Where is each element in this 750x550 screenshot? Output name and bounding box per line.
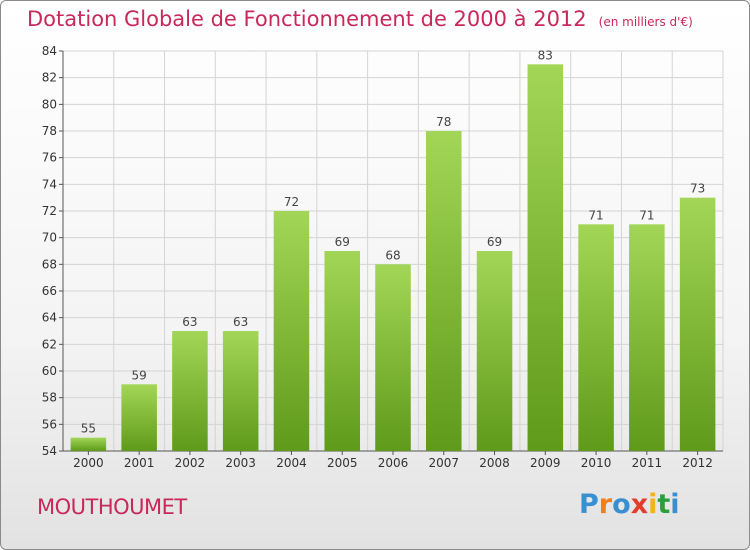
- data-label: 78: [436, 115, 451, 129]
- y-tick-label: 66: [42, 284, 57, 298]
- x-tick-label: 2010: [581, 456, 612, 470]
- logo-letter: i: [670, 489, 680, 520]
- data-label: 71: [639, 208, 654, 222]
- logo-letter: r: [598, 489, 613, 520]
- data-label: 59: [132, 368, 147, 382]
- x-tick-label: 2005: [327, 456, 358, 470]
- bar: [222, 331, 259, 451]
- x-tick-label: 2011: [632, 456, 663, 470]
- bar: [679, 197, 716, 451]
- bar: [324, 251, 360, 451]
- logo-letter: t: [657, 489, 671, 520]
- x-tick-label: 2007: [428, 456, 459, 470]
- bar: [70, 437, 107, 451]
- data-label: 63: [182, 315, 197, 329]
- y-tick-label: 54: [42, 444, 57, 458]
- data-label: 68: [385, 248, 400, 262]
- bar: [527, 64, 564, 452]
- bar: [426, 131, 462, 451]
- data-label: 73: [690, 182, 705, 196]
- x-tick-label: 2012: [682, 456, 713, 470]
- y-tick-label: 60: [42, 364, 57, 378]
- logo-letter: o: [612, 489, 631, 520]
- x-tick-label: 2003: [225, 456, 256, 470]
- bar: [476, 251, 513, 451]
- bar: [578, 224, 614, 451]
- data-label: 69: [335, 235, 350, 249]
- bar: [121, 384, 157, 451]
- logo-letter: x: [630, 489, 649, 520]
- x-tick-label: 2002: [175, 456, 206, 470]
- x-tick-label: 2001: [124, 456, 155, 470]
- chart-title: Dotation Globale de Fonctionnement de 20…: [27, 7, 693, 31]
- y-tick-label: 80: [42, 97, 57, 111]
- bar: [172, 331, 208, 451]
- y-tick-label: 68: [42, 257, 57, 271]
- y-tick-label: 56: [42, 417, 57, 431]
- data-label: 72: [284, 195, 299, 209]
- x-tick-label: 2008: [479, 456, 510, 470]
- data-label: 83: [538, 48, 553, 62]
- chart-subtitle: (en milliers d'€): [598, 15, 693, 29]
- data-label: 63: [233, 315, 248, 329]
- bars: [70, 64, 716, 452]
- y-tick-label: 58: [42, 391, 57, 405]
- chart-title-text: Dotation Globale de Fonctionnement de 20…: [27, 7, 587, 31]
- y-tick-label: 70: [42, 231, 57, 245]
- data-label: 71: [588, 208, 603, 222]
- y-tick-label: 82: [42, 71, 57, 85]
- bar: [629, 224, 665, 451]
- y-tick-label: 74: [42, 177, 57, 191]
- logo-letter: P: [579, 489, 599, 520]
- y-tick-label: 64: [42, 311, 57, 325]
- proxiti-logo: Proxiti: [579, 489, 680, 520]
- y-tick-label: 76: [42, 151, 57, 165]
- y-tick-label: 84: [42, 44, 57, 58]
- data-labels: 55 59 63 63 72 69 68 78 69 83 71 71 73: [81, 48, 706, 435]
- x-tick-label: 2006: [378, 456, 409, 470]
- y-tick-label: 72: [42, 204, 57, 218]
- commune-name: MOUTHOUMET: [37, 495, 187, 519]
- data-label: 55: [81, 422, 96, 436]
- y-tick-label: 78: [42, 124, 57, 138]
- x-tick-label: 2009: [530, 456, 561, 470]
- logo-letter: i: [648, 489, 658, 520]
- bar: [273, 211, 310, 451]
- y-tick-label: 62: [42, 337, 57, 351]
- data-label: 69: [487, 235, 502, 249]
- bar: [375, 264, 411, 451]
- axes: 54 56 58 60 62 64 66 68 70 72 74 76 78 80 82 84 2000 2001…: [42, 44, 723, 470]
- x-tick-label: 2000: [73, 456, 104, 470]
- x-tick-label: 2004: [276, 456, 307, 470]
